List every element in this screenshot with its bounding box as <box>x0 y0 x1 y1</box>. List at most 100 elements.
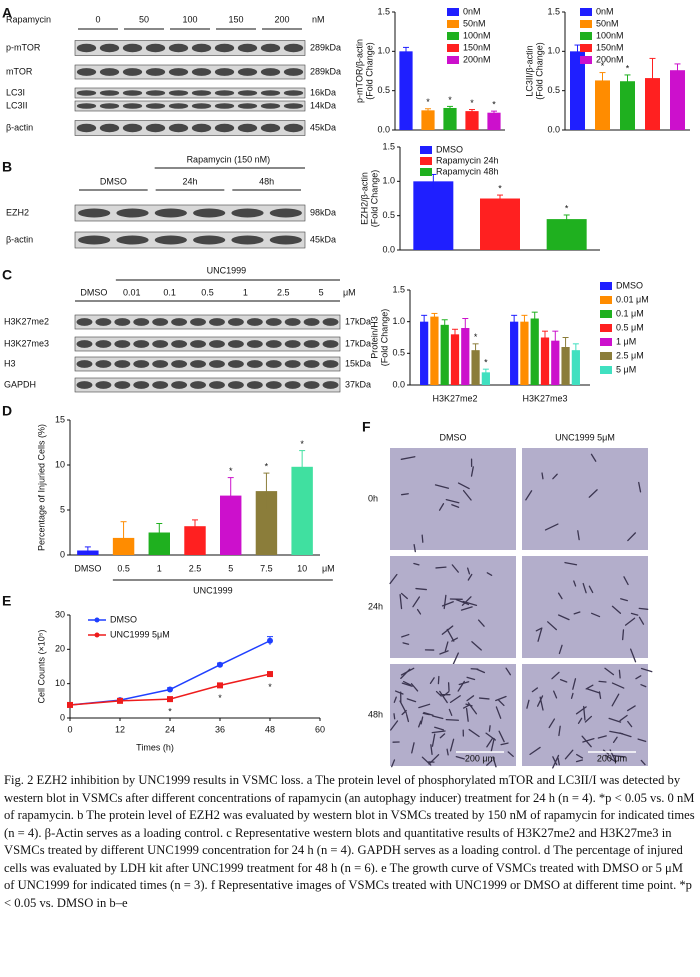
blot-band <box>122 43 143 53</box>
legend-swatch <box>447 8 459 16</box>
cell <box>421 756 432 766</box>
blot-band <box>114 340 131 348</box>
y-axis-label: LC3II/β-actin <box>524 45 534 96</box>
cell <box>500 742 509 746</box>
blot-band <box>191 123 212 133</box>
significance: * <box>492 99 496 109</box>
cell <box>529 746 541 756</box>
blot-row-label: p-mTOR <box>6 42 41 52</box>
cell <box>405 714 410 723</box>
blot-band <box>260 103 281 109</box>
legend-swatch <box>600 324 612 332</box>
image-column-label: UNC1999 5μM <box>555 432 615 442</box>
bar <box>546 219 587 250</box>
blot-size: 45kDa <box>310 234 336 244</box>
y-axis-label: Percentage of Injuried Cells (%) <box>36 424 46 551</box>
blot-band <box>283 68 304 76</box>
marker <box>67 701 73 708</box>
caption: Fig. 2 EZH2 inhibition by UNC1999 result… <box>4 773 695 910</box>
x-tick-label: 1 <box>157 563 162 573</box>
cell <box>505 667 512 676</box>
blot-band <box>237 123 258 133</box>
cell <box>573 611 581 615</box>
blot-band <box>76 90 97 96</box>
blot-band <box>283 123 304 133</box>
bar <box>530 318 539 385</box>
blot-band <box>227 318 244 326</box>
cell <box>422 712 430 716</box>
cell <box>597 735 607 739</box>
panel-label: D <box>2 403 12 419</box>
blot-size: 289kDa <box>310 42 341 52</box>
x-tick-label: 0 <box>67 724 72 734</box>
x-tick-label: 24 <box>165 724 175 734</box>
blot-band <box>209 340 225 348</box>
blot-band <box>191 43 212 53</box>
blot-band <box>322 340 339 348</box>
legend-swatch <box>600 282 612 290</box>
cell <box>585 684 594 690</box>
blot-band <box>76 360 93 368</box>
blot-dose: 150 <box>228 14 243 24</box>
x-tick-label: 36 <box>215 724 225 734</box>
cell <box>421 534 424 543</box>
blot-band <box>214 90 235 96</box>
cell <box>434 726 445 731</box>
cell <box>548 718 556 729</box>
cell <box>637 738 647 743</box>
x-axis-label: UNC1999 <box>193 585 233 595</box>
micrograph <box>390 556 516 658</box>
bar <box>481 372 490 385</box>
cell <box>576 753 584 759</box>
blot-band <box>265 360 282 368</box>
x-tick-label: 0.5 <box>117 563 130 573</box>
cell <box>552 473 558 480</box>
blot-band <box>260 68 281 76</box>
micrograph <box>390 448 516 550</box>
cell <box>486 572 493 576</box>
blot-row-label: mTOR <box>6 66 33 76</box>
cell <box>470 466 474 477</box>
blot-band <box>191 103 212 109</box>
y-tick-label: 0.0 <box>392 379 405 389</box>
cell <box>418 720 422 728</box>
blot-band <box>122 123 143 133</box>
blot-band <box>246 381 263 389</box>
blot-band <box>133 381 150 389</box>
legend-label: 5 μM <box>616 364 636 374</box>
bar <box>443 107 457 130</box>
cell <box>402 642 410 645</box>
cell <box>449 695 461 704</box>
cell <box>604 667 615 676</box>
significance: * <box>229 466 233 476</box>
blot-band <box>260 123 281 133</box>
cell <box>445 719 459 721</box>
x-tick-label: 7.5 <box>260 563 273 573</box>
cell <box>608 717 622 723</box>
blot-band <box>76 43 97 53</box>
cell <box>451 564 459 573</box>
panel-label: E <box>2 593 11 609</box>
cell <box>462 704 470 709</box>
significance: * <box>300 439 304 449</box>
blot-treatment: Rapamycin <box>6 14 51 24</box>
y-tick-label: 1.5 <box>382 141 395 151</box>
cell <box>552 754 560 769</box>
blot-band <box>145 43 166 53</box>
cell <box>413 543 416 553</box>
blot-band <box>114 360 131 368</box>
cell <box>586 688 601 694</box>
cell <box>400 592 408 600</box>
significance: * <box>474 332 478 342</box>
cell <box>401 633 410 638</box>
cell <box>441 601 454 607</box>
cell <box>526 699 530 709</box>
blot-band <box>168 68 189 76</box>
blot-row-label: LC3II <box>6 100 28 110</box>
cell <box>535 627 542 632</box>
blot-band <box>193 235 226 245</box>
blot-band <box>209 360 225 368</box>
blot-band <box>191 68 212 76</box>
blot-band <box>237 43 258 53</box>
cell <box>418 703 431 709</box>
